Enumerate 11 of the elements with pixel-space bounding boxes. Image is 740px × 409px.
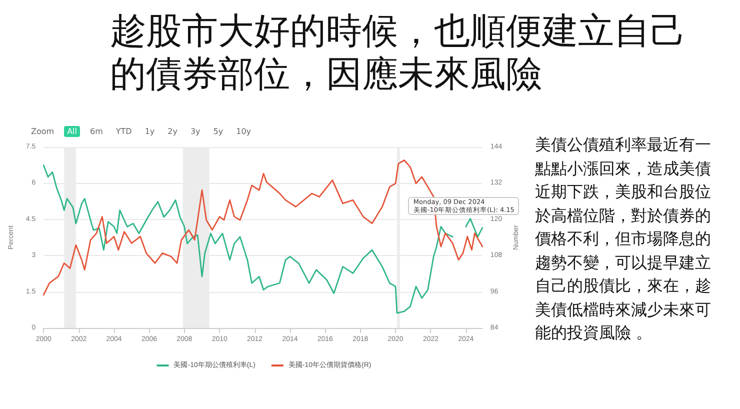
text: 6m bbox=[88, 126, 104, 137]
text: YTD bbox=[114, 126, 133, 137]
text: 美債公債殖利率最近有一點點小漲回來，造成美債近期下跌，美股和台股位於高檔位階，對於債券的價格不利，但市場降息的趨勢不變，可以提早建立自己的股債比，來在，趁美債低檔時來減少未來可能的投資風險 。 bbox=[535, 135, 711, 342]
chart-title: 趁股市大好的時候，也順便建立自己的債券部位，因應未來風險 bbox=[110, 10, 687, 96]
text: 10y bbox=[235, 126, 252, 137]
text: All bbox=[64, 126, 80, 137]
text: 3y bbox=[189, 126, 202, 137]
text: 5y bbox=[212, 126, 224, 137]
text: 1y bbox=[144, 126, 156, 137]
text: Zoom bbox=[30, 126, 56, 137]
text: 2y bbox=[166, 126, 178, 137]
